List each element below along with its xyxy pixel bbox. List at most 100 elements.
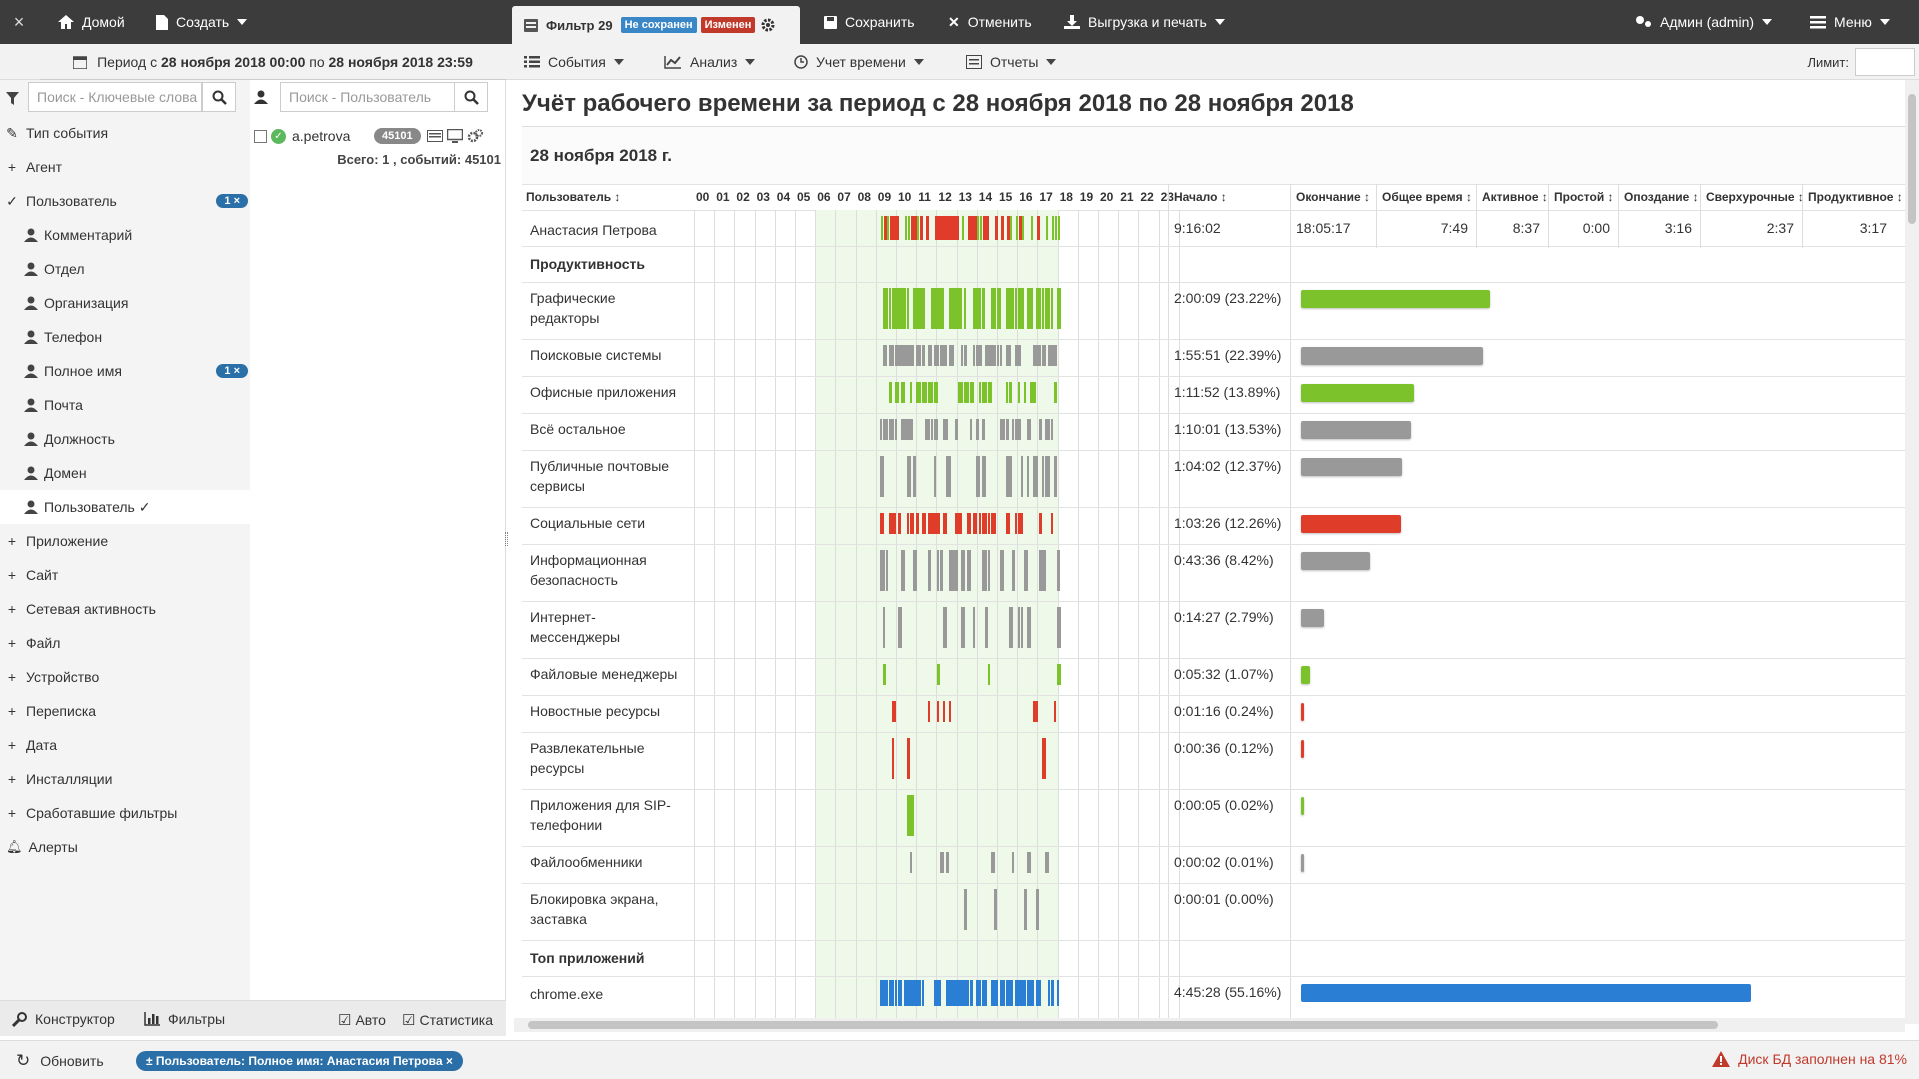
filter-item-label: Устройство: [26, 669, 100, 685]
admin-label: Админ (admin): [1660, 14, 1755, 30]
filter-item[interactable]: Должность: [0, 422, 250, 456]
horizontal-scrollbar[interactable]: [514, 1018, 1905, 1032]
activity-mark: [963, 382, 967, 403]
category-value: 0:01:16 (0.24%): [1174, 703, 1274, 719]
col-active-header: Активное ↕: [1482, 190, 1548, 204]
filter-item[interactable]: + Устройство: [0, 660, 250, 694]
activity-mark: [948, 288, 952, 329]
filter-item-label: Должность: [44, 431, 115, 447]
activity-mark: [1044, 419, 1049, 440]
filter-item[interactable]: Телефон: [0, 320, 250, 354]
events-menu[interactable]: События: [524, 44, 624, 80]
activity-mark: [903, 288, 906, 329]
save-button[interactable]: Сохранить: [824, 0, 915, 44]
activity-mark: [978, 345, 982, 366]
filter-item[interactable]: Почта: [0, 388, 250, 422]
constructor-tab[interactable]: Конструктор: [12, 1011, 115, 1027]
home-button[interactable]: Домой: [58, 0, 125, 44]
activity-mark: [897, 513, 901, 534]
filter-item-label: Сработавшие фильтры: [26, 805, 178, 821]
time-menu[interactable]: Учет времени: [794, 44, 924, 80]
user-search-input[interactable]: Поиск - Пользователь: [280, 82, 456, 112]
gear-icon[interactable]: [761, 18, 775, 32]
category-value: 1:04:02 (12.37%): [1174, 458, 1282, 474]
filter-item[interactable]: Пользователь ✓: [0, 490, 250, 524]
row-divider: [522, 339, 1905, 340]
filter-item[interactable]: + Файл: [0, 626, 250, 660]
row-divider: [522, 282, 1905, 283]
filter-item[interactable]: + Приложение: [0, 524, 250, 558]
horizontal-scroll-thumb[interactable]: [528, 1021, 1718, 1029]
filter-item[interactable]: + Сетевая активность: [0, 592, 250, 626]
filter-item[interactable]: + Переписка: [0, 694, 250, 728]
activity-mark: [1020, 288, 1024, 329]
activity-mark: [927, 419, 930, 440]
monitor-icon[interactable]: [446, 129, 463, 143]
active-filter-chip[interactable]: ± Пользователь: Полное имя: Анастасия Пе…: [136, 1051, 463, 1071]
admin-menu[interactable]: Админ (admin): [1634, 0, 1773, 44]
filter-count-badge[interactable]: 1 ×: [216, 194, 248, 208]
filter-item[interactable]: + Сайт: [0, 558, 250, 592]
activity-mark: [1005, 288, 1009, 329]
filter-item[interactable]: + Инсталляции: [0, 762, 250, 796]
activity-mark: [903, 980, 907, 1006]
activity-mark: [945, 980, 950, 1006]
user-list-item[interactable]: ✓ a.petrova 45101: [254, 124, 504, 148]
category-name: Всё остальное: [530, 421, 626, 437]
keyword-search-button[interactable]: [202, 82, 236, 112]
stats-toggle[interactable]: ☑ Статистика: [402, 1011, 493, 1029]
activity-mark: [909, 513, 914, 534]
limit-input[interactable]: [1855, 48, 1915, 76]
export-label: Выгрузка и печать: [1088, 14, 1207, 30]
activity-mark: [1023, 980, 1026, 1006]
filter-tab[interactable]: Фильтр 29 Не сохранен Изменен: [512, 6, 800, 44]
category-bar: [1301, 854, 1304, 872]
filter-item[interactable]: Отдел: [0, 252, 250, 286]
close-icon[interactable]: ×: [13, 11, 25, 32]
expand-icon: +: [7, 533, 17, 549]
card-icon[interactable]: [426, 130, 443, 142]
filter-item[interactable]: Организация: [0, 286, 250, 320]
filter-item[interactable]: + Агент: [0, 150, 250, 184]
funnel-icon[interactable]: [6, 92, 19, 105]
filter-item[interactable]: + Дата: [0, 728, 250, 762]
gears-icon[interactable]: [467, 129, 483, 143]
category-value: 0:00:36 (0.12%): [1174, 740, 1274, 756]
row-divider: [522, 450, 1905, 451]
reports-menu[interactable]: Отчеты: [966, 44, 1057, 80]
cancel-button[interactable]: ✕ Отменить: [948, 0, 1032, 44]
activity-mark: [1041, 550, 1046, 591]
user-checkbox[interactable]: [254, 129, 267, 143]
filter-count-badge[interactable]: 1 ×: [216, 364, 248, 378]
home-label: Домой: [82, 14, 125, 30]
report-title: Учёт рабочего времени за период с 28 ноя…: [522, 90, 1354, 117]
export-button[interactable]: Выгрузка и печать: [1064, 0, 1225, 44]
activity-mark: [1005, 513, 1010, 534]
analysis-menu[interactable]: Анализ: [664, 44, 756, 80]
activity-mark: [914, 216, 918, 240]
home-icon: [58, 15, 74, 29]
vertical-scroll-thumb[interactable]: [1908, 94, 1916, 224]
period-selector[interactable]: Период с 28 ноября 2018 00:00 по 28 нояб…: [40, 44, 506, 80]
refresh-button[interactable]: ↻ Обновить: [16, 1051, 104, 1071]
create-button[interactable]: Создать: [156, 0, 248, 44]
main-menu[interactable]: Меню: [1810, 0, 1890, 44]
app-name: chrome.exe: [530, 986, 604, 1002]
user-search-button[interactable]: [454, 82, 488, 112]
filter-item[interactable]: ✎ Тип события: [0, 116, 250, 150]
panel-splitter[interactable]: [505, 532, 508, 546]
keyword-search-input[interactable]: Поиск - Ключевые слова: [28, 82, 202, 112]
filter-item[interactable]: Полное имя 1 ×: [0, 354, 250, 388]
filter-item[interactable]: Домен: [0, 456, 250, 490]
filter-item[interactable]: 🔔︎ Алерты: [0, 830, 250, 864]
filter-item[interactable]: Комментарий: [0, 218, 250, 252]
vertical-scrollbar[interactable]: [1905, 80, 1919, 1024]
auto-toggle[interactable]: ☑ Авто: [338, 1011, 386, 1029]
filter-item[interactable]: ✓ Пользователь 1 ×: [0, 184, 250, 218]
filter-item[interactable]: + Сработавшие фильтры: [0, 796, 250, 830]
expand-icon: +: [7, 771, 17, 787]
activity-mark: [879, 550, 883, 591]
chevron-down-icon: [745, 59, 756, 65]
activity-mark: [987, 345, 992, 366]
filters-tab[interactable]: Фильтры: [144, 1011, 225, 1027]
